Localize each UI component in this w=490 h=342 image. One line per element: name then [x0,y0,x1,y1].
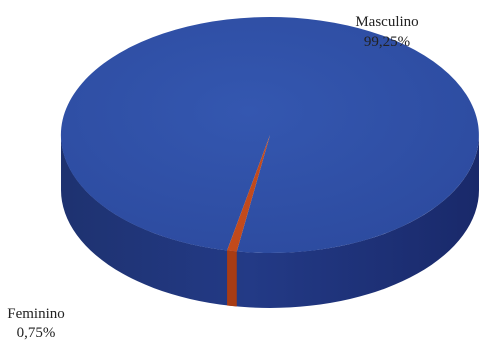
slice-side-feminino [227,250,237,307]
slice-feminino[interactable] [227,135,270,252]
label-feminino-value: 0,75% [17,325,56,341]
slice-side-masculino [61,135,479,308]
label-feminino-name: Feminino [7,306,65,322]
slice-masculino[interactable] [60,16,479,253]
label-masculino-value: 99,25% [364,34,410,50]
label-masculino-name: Masculino [355,14,418,30]
